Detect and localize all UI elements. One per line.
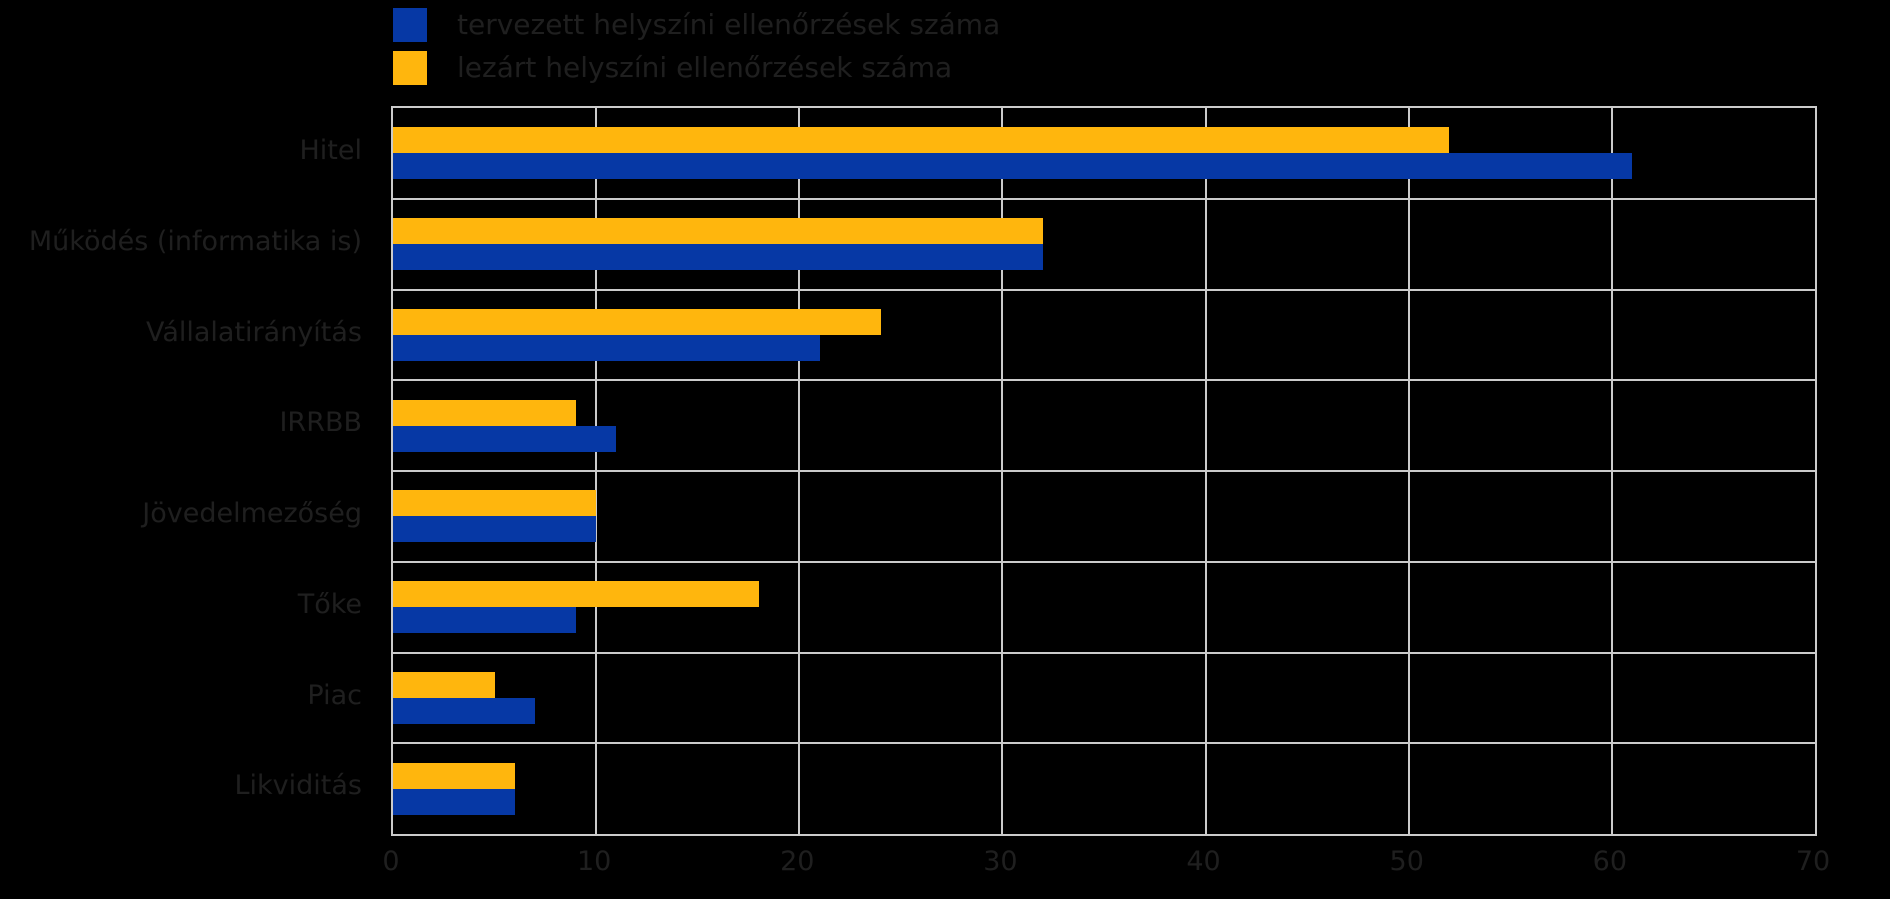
y-axis-labels: Hitel Működés (informatika is) Vállalatirá… — [0, 106, 362, 832]
bar-tervezett — [393, 334, 820, 361]
legend-item-tervezett: tervezett helyszíni ellenőrzések száma — [393, 8, 1293, 42]
x-axis-labels: 0 10 20 30 40 50 60 70 — [0, 846, 1890, 886]
bar-tervezett — [393, 516, 597, 543]
bar-tervezett — [393, 697, 536, 724]
y-axis-label: Működés (informatika is) — [28, 225, 362, 257]
x-axis-tick-label: 40 — [1186, 846, 1221, 877]
y-axis-label: IRRBB — [279, 407, 362, 439]
legend-item-lezart: lezárt helyszíni ellenőrzések száma — [393, 51, 1293, 85]
legend-label-tervezett: tervezett helyszíni ellenőrzések száma — [457, 8, 1001, 41]
legend-swatch-yellow — [393, 51, 427, 85]
x-axis-tick-label: 70 — [1795, 846, 1831, 877]
gridline-horizontal — [393, 288, 1815, 291]
legend-label-lezart: lezárt helyszíni ellenőrzések száma — [457, 51, 953, 84]
y-axis-label: Vállalatirányítás — [145, 316, 362, 348]
gridline-horizontal — [393, 470, 1815, 472]
x-axis-tick-label: 50 — [1389, 846, 1424, 877]
y-axis-label: Piac — [307, 679, 362, 711]
bar-lezart — [393, 218, 1044, 245]
bar-tervezett — [393, 788, 515, 815]
x-axis-tick-label: 10 — [576, 846, 612, 877]
bar-lezart — [393, 127, 1450, 154]
bar-tervezett — [393, 425, 617, 452]
bar-lezart — [393, 581, 759, 608]
gridline-horizontal — [393, 560, 1815, 563]
gridline-horizontal — [393, 651, 1815, 654]
bar-lezart — [393, 308, 881, 335]
y-axis-label: Hitel — [299, 135, 362, 166]
gridline-horizontal — [393, 379, 1815, 382]
x-axis-tick-label: 60 — [1592, 846, 1628, 877]
gridline-horizontal — [393, 197, 1815, 200]
x-axis-tick-label: 20 — [780, 846, 815, 877]
bar-tervezett — [393, 244, 1044, 271]
x-axis-tick-label: 30 — [983, 846, 1018, 877]
gridline-horizontal — [393, 742, 1815, 745]
plot-area — [391, 106, 1817, 836]
bar-lezart — [393, 490, 597, 517]
bar-tervezett — [393, 607, 576, 634]
chart-legend: tervezett helyszíni ellenőrzések száma l… — [393, 8, 1293, 94]
bar-tervezett — [393, 153, 1633, 180]
y-axis-label: Tőke — [297, 588, 362, 620]
bar-lezart — [393, 671, 495, 698]
bar-lezart — [393, 762, 515, 789]
y-axis-label: Jövedelmezőség — [142, 498, 362, 529]
y-axis-label: Likviditás — [234, 770, 363, 802]
bar-lezart — [393, 399, 576, 426]
legend-swatch-blue — [393, 8, 427, 42]
x-axis-tick-label: 0 — [382, 846, 400, 877]
